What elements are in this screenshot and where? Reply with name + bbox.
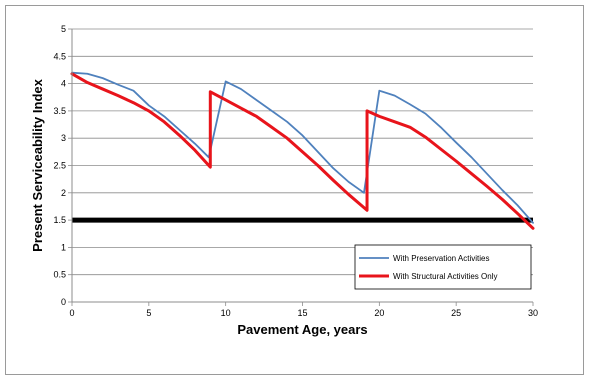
legend: With Preservation Activities With Struct…	[354, 244, 532, 290]
legend-label-preservation: With Preservation Activities	[393, 254, 489, 263]
y-tick-label: 2	[61, 188, 66, 198]
x-tick-label: 30	[528, 308, 538, 318]
y-tick-label: 4	[61, 79, 66, 89]
x-axis-label: Pavement Age, years	[237, 322, 367, 337]
y-tick-label: 1.5	[53, 215, 66, 225]
chart-frame	[5, 5, 584, 375]
series-line-0	[71, 71, 534, 224]
x-tick-label: 0	[69, 308, 74, 318]
y-tick-label: 4.5	[53, 51, 66, 61]
x-tick-label: 10	[221, 308, 231, 318]
y-tick-label: 3.5	[53, 106, 66, 116]
x-tick-label: 25	[451, 308, 461, 318]
series-line-1	[70, 72, 535, 230]
legend-box	[354, 244, 532, 290]
y-tick-label: 1	[61, 242, 66, 252]
x-tick-label: 15	[297, 308, 307, 318]
y-axis-label: Present Serviceability Index	[30, 78, 45, 251]
y-tick-label: 3	[61, 133, 66, 143]
y-tick-label: 5	[61, 24, 66, 34]
y-tick-label: 0	[61, 297, 66, 307]
y-tick-label: 0.5	[53, 270, 66, 280]
series-lines	[70, 71, 535, 230]
x-tick-label: 20	[374, 308, 384, 318]
x-tick-labels: 0 5 10 15 20 25 30	[69, 302, 538, 318]
legend-label-structural: With Structural Activities Only	[393, 272, 497, 281]
y-tick-label: 2.5	[53, 161, 66, 171]
y-tick-labels: 0 0.5 1 1.5 2 2.5 3 3.5 4 4.5 5	[53, 24, 72, 307]
x-tick-label: 5	[146, 308, 151, 318]
